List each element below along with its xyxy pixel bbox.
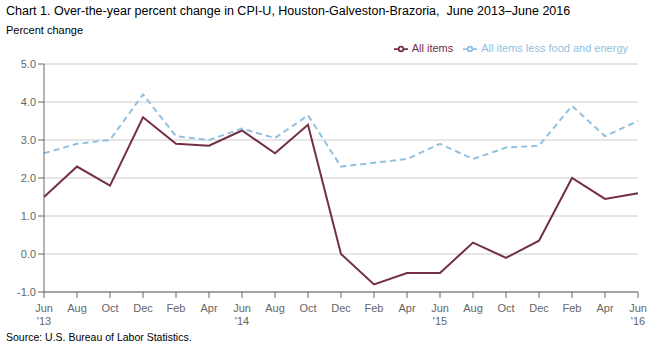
svg-text:4.0: 4.0 <box>21 96 36 108</box>
svg-text:Dec: Dec <box>331 302 351 314</box>
svg-text:Feb: Feb <box>167 302 186 314</box>
svg-text:Apr: Apr <box>200 302 217 314</box>
svg-text:Dec: Dec <box>529 302 549 314</box>
html-text:Chart 1. Over-the-year percent: Chart 1. Over-the-year percent change in… <box>6 4 571 18</box>
svg-text:Jun'15: Jun'15 <box>431 302 449 326</box>
html-text:All items: All items <box>411 42 454 54</box>
svg-text:2.0: 2.0 <box>21 172 36 184</box>
svg-text:Dec: Dec <box>133 302 153 314</box>
svg-text:Jun'14: Jun'14 <box>233 302 251 326</box>
svg-text:-1.0: -1.0 <box>17 286 36 298</box>
html-text:Source: U.S. Bureau of Labor S: Source: U.S. Bureau of Labor Statistics. <box>6 331 192 343</box>
svg-text:Feb: Feb <box>563 302 582 314</box>
svg-text:5.0: 5.0 <box>21 58 36 70</box>
html-text:Percent change: Percent change <box>6 24 84 36</box>
svg-text:Aug: Aug <box>265 302 285 314</box>
svg-text:0.0: 0.0 <box>21 248 36 260</box>
svg-text:Apr: Apr <box>596 302 613 314</box>
svg-text:Oct: Oct <box>497 302 514 314</box>
svg-text:Apr: Apr <box>398 302 415 314</box>
html-text:All items less food and energy: All items less food and energy <box>481 42 628 54</box>
svg-text:Aug: Aug <box>463 302 483 314</box>
svg-text:Oct: Oct <box>299 302 316 314</box>
svg-text:1.0: 1.0 <box>21 210 36 222</box>
svg-text:3.0: 3.0 <box>21 134 36 146</box>
svg-text:Oct: Oct <box>101 302 118 314</box>
svg-text:Feb: Feb <box>365 302 384 314</box>
svg-text:Jun'13: Jun'13 <box>35 302 53 326</box>
svg-text:Jun'16: Jun'16 <box>629 302 646 326</box>
svg-text:Aug: Aug <box>67 302 87 314</box>
